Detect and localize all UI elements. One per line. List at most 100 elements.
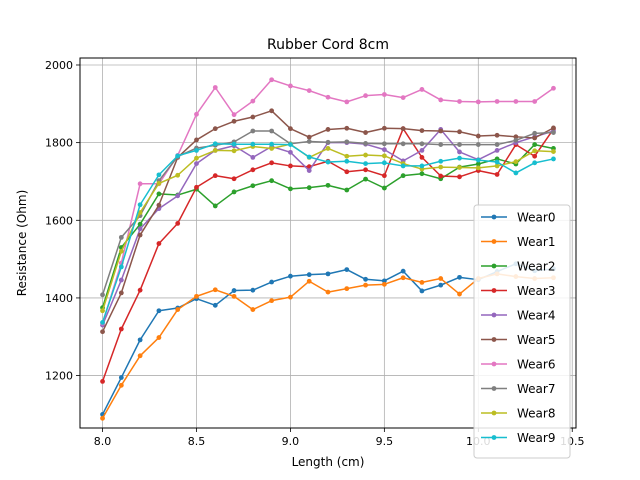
data-point bbox=[212, 173, 218, 179]
data-point bbox=[231, 176, 237, 182]
legend-label: Wear1 bbox=[517, 235, 555, 249]
data-point bbox=[344, 125, 350, 131]
data-point bbox=[269, 279, 275, 285]
legend-label: Wear7 bbox=[517, 382, 555, 396]
legend-item-wear5: Wear5 bbox=[481, 333, 555, 347]
data-point bbox=[551, 149, 556, 154]
data-point bbox=[475, 99, 481, 105]
data-point bbox=[344, 187, 350, 193]
data-point bbox=[419, 141, 425, 147]
data-point bbox=[381, 160, 387, 166]
data-point bbox=[212, 126, 218, 132]
data-point bbox=[231, 148, 237, 154]
data-point bbox=[419, 87, 425, 92]
data-point bbox=[344, 286, 350, 292]
data-point bbox=[156, 172, 162, 178]
legend-item-wear9: Wear9 bbox=[481, 431, 555, 445]
legend-item-wear6: Wear6 bbox=[481, 358, 555, 372]
data-point bbox=[513, 99, 519, 104]
data-point bbox=[288, 149, 293, 155]
data-point bbox=[457, 155, 462, 161]
data-point bbox=[156, 181, 162, 186]
x-tick-label: 9.0 bbox=[282, 435, 300, 448]
data-point bbox=[306, 272, 312, 278]
data-point bbox=[137, 232, 143, 238]
data-point bbox=[551, 156, 556, 162]
legend-label: Wear5 bbox=[517, 333, 555, 347]
data-point bbox=[194, 137, 199, 143]
data-point bbox=[381, 141, 387, 147]
legend-marker-swatch bbox=[491, 410, 497, 416]
legend-label: Wear8 bbox=[517, 407, 555, 421]
series-wear8 bbox=[100, 141, 556, 314]
data-point bbox=[194, 293, 199, 299]
data-point bbox=[269, 77, 275, 83]
legend-item-wear8: Wear8 bbox=[481, 407, 555, 421]
data-point bbox=[438, 158, 444, 164]
data-point bbox=[156, 202, 162, 208]
data-point bbox=[175, 172, 181, 178]
data-point bbox=[400, 95, 406, 101]
legend-marker-swatch bbox=[491, 312, 497, 318]
data-point bbox=[381, 147, 387, 153]
data-point bbox=[137, 221, 143, 227]
data-point bbox=[100, 292, 105, 298]
data-point bbox=[194, 111, 199, 117]
data-point bbox=[325, 289, 331, 295]
data-point bbox=[250, 307, 256, 312]
data-point bbox=[532, 99, 538, 104]
data-point bbox=[325, 139, 331, 145]
legend-label: Wear4 bbox=[517, 309, 555, 323]
data-point bbox=[306, 88, 312, 94]
legend: Wear0 Wear1 Wear2 Wear3 Wear4 Wear5 Wear6 Wear7… bbox=[473, 204, 571, 459]
data-point bbox=[306, 278, 312, 284]
data-point bbox=[118, 248, 124, 254]
legend-label: Wear9 bbox=[517, 431, 555, 445]
legend-item-wear0: Wear0 bbox=[481, 211, 555, 225]
data-point bbox=[269, 141, 275, 147]
data-point bbox=[494, 163, 500, 169]
data-point bbox=[325, 94, 331, 100]
legend-label: Wear0 bbox=[517, 211, 555, 225]
chart-title: Rubber Cord 8cm bbox=[267, 37, 389, 53]
data-point bbox=[100, 308, 105, 314]
data-point bbox=[363, 167, 368, 173]
plot-frame bbox=[79, 57, 577, 429]
data-point bbox=[419, 288, 425, 294]
data-point bbox=[551, 85, 556, 91]
data-point bbox=[250, 287, 256, 293]
x-tick-label: 8.5 bbox=[188, 435, 206, 448]
data-point bbox=[212, 302, 218, 308]
data-point bbox=[344, 158, 350, 164]
data-point bbox=[419, 280, 425, 285]
data-point bbox=[118, 382, 124, 388]
x-axis-label: Length (cm) bbox=[292, 455, 365, 469]
data-point bbox=[419, 128, 425, 134]
data-point bbox=[288, 273, 293, 279]
data-point bbox=[137, 202, 143, 208]
data-point bbox=[532, 148, 538, 154]
data-point bbox=[325, 146, 331, 151]
data-point bbox=[231, 118, 237, 124]
data-point bbox=[363, 141, 368, 146]
data-point bbox=[344, 139, 350, 145]
legend-marker-swatch bbox=[491, 386, 497, 391]
data-point bbox=[457, 174, 462, 180]
data-point bbox=[532, 142, 538, 147]
data-point bbox=[513, 134, 519, 140]
data-point bbox=[269, 128, 275, 134]
data-point bbox=[438, 164, 444, 170]
data-point bbox=[363, 282, 368, 288]
series-wear9 bbox=[100, 141, 556, 325]
legend-box bbox=[473, 204, 571, 459]
data-point bbox=[381, 281, 387, 287]
data-point bbox=[400, 163, 406, 169]
legend-item-wear7: Wear7 bbox=[481, 382, 555, 396]
data-point bbox=[118, 264, 124, 270]
data-point bbox=[438, 276, 444, 281]
data-point bbox=[156, 308, 162, 314]
data-point bbox=[344, 153, 350, 159]
data-point bbox=[494, 172, 500, 177]
data-point bbox=[381, 185, 387, 191]
